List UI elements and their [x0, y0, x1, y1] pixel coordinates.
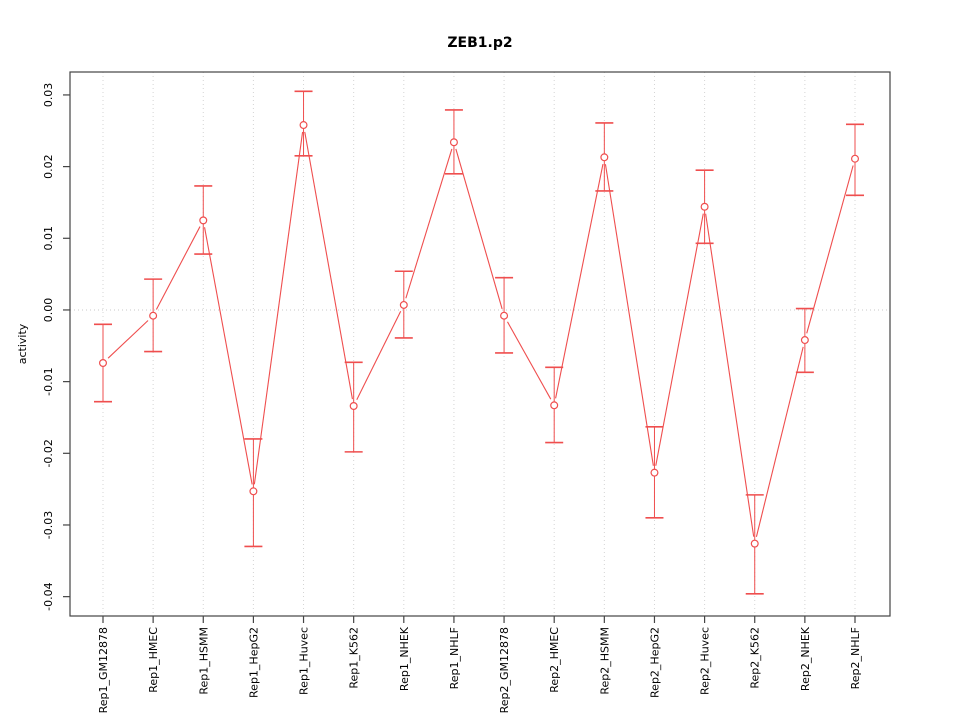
series-segment [405, 148, 453, 299]
y-axis-label: activity [16, 323, 29, 364]
series-segment [705, 213, 755, 537]
y-tick-label: 0.03 [42, 83, 55, 108]
x-tick-label: Rep2_NHEK [799, 626, 812, 691]
chart-title: ZEB1.p2 [447, 35, 512, 51]
data-point-marker [700, 202, 709, 211]
data-point-marker [500, 311, 509, 320]
data-point-marker [249, 487, 258, 496]
series-segment [203, 227, 253, 485]
data-point-marker [750, 539, 759, 548]
x-tick-label: Rep2_GM12878 [498, 627, 511, 713]
series-segment [555, 164, 604, 399]
plot-border [69, 71, 891, 617]
y-tick-label: 0.00 [42, 298, 55, 323]
x-tick-label: Rep2_HSMM [598, 627, 611, 695]
x-tick-label: Rep2_HepG2 [648, 627, 661, 698]
x-tick-label: Rep2_Huvec [699, 627, 712, 695]
x-tick-label: Rep1_K562 [348, 627, 361, 689]
data-point-marker [199, 216, 208, 225]
y-tick-label: 0.01 [42, 226, 55, 251]
x-tick-label: Rep1_HMEC [147, 627, 160, 693]
series-segment [455, 148, 503, 310]
series-segment [806, 165, 854, 334]
x-tick-label: Rep1_HepG2 [247, 627, 260, 698]
series-segment [155, 226, 201, 310]
series-segment [356, 310, 402, 400]
x-tick-label: Rep1_NHEK [398, 626, 411, 691]
series-segment [755, 346, 804, 537]
data-point-marker [850, 154, 859, 163]
x-tick-label: Rep2_NHLF [849, 627, 862, 689]
y-tick-label: -0.02 [42, 439, 55, 467]
series-segment [253, 131, 304, 485]
data-point-marker [800, 336, 809, 345]
x-tick-label: Rep1_Huvec [298, 627, 311, 695]
x-tick-label: Rep1_NHLF [448, 627, 461, 689]
series-segment [507, 321, 552, 400]
data-point-marker [98, 358, 107, 367]
data-point-marker [550, 401, 559, 410]
data-point-marker [449, 138, 458, 147]
data-point-marker [650, 468, 659, 477]
data-point-marker [399, 300, 408, 309]
grid-layer [70, 72, 890, 616]
x-tick-label: Rep2_K562 [749, 627, 762, 689]
data-point-marker [299, 121, 308, 130]
y-tick-label: 0.02 [42, 154, 55, 179]
x-tick-label: Rep1_GM12878 [97, 627, 110, 713]
data-point-marker [600, 153, 609, 162]
series-segment [304, 131, 353, 400]
y-tick-label: -0.01 [42, 367, 55, 395]
data-point-marker [149, 311, 158, 320]
series-segment [604, 164, 654, 466]
y-tick-label: -0.03 [42, 511, 55, 539]
series-layer [94, 90, 864, 595]
x-tick-label: Rep1_HSMM [197, 627, 210, 695]
axis-layer: 0.03 0.02 0.01 0.00 -0.01 -0.02 -0.03 -0.04 Rep1… [42, 71, 891, 713]
y-tick-label: -0.04 [42, 582, 55, 610]
series-segment [107, 320, 149, 359]
series-segment [655, 213, 704, 466]
data-point-marker [349, 401, 358, 410]
x-tick-label: Rep2_HMEC [548, 627, 561, 693]
